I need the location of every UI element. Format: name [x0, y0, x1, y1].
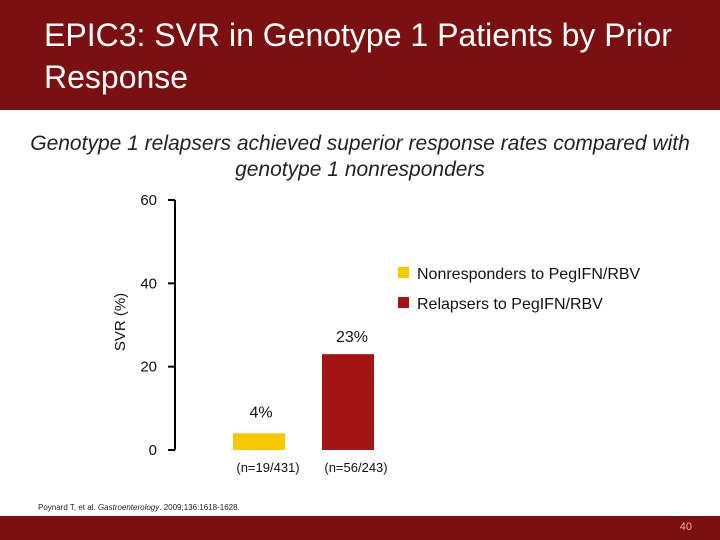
citation-rest: . 2009;136:1618-1628.: [159, 503, 240, 512]
citation: Poynard T, et al. Gastroenterology. 2009…: [38, 503, 240, 512]
legend-swatch: [398, 297, 409, 308]
citation-journal: Gastroenterology: [97, 503, 160, 512]
citation-authors: Poynard T, et al.: [38, 503, 98, 512]
bar-value-label: 4%: [249, 404, 272, 421]
page-number: 40: [679, 521, 692, 533]
slide-body: [0, 110, 720, 540]
y-tick-label: 60: [140, 192, 157, 209]
slide-subtitle: Genotype 1 relapsers achieved superior r…: [30, 132, 690, 181]
y-tick-label: 40: [140, 275, 157, 292]
y-tick-label: 20: [140, 359, 157, 376]
bar-n-label: (n=19/431): [236, 460, 299, 475]
legend-label: Relapsers to PegIFN/RBV: [417, 296, 603, 313]
slide-title: EPIC3: SVR in Genotype 1 Patients by Pri…: [44, 17, 672, 95]
bar: [233, 433, 285, 450]
bar-value-label: 23%: [336, 329, 368, 346]
slide-footer: 40: [0, 516, 720, 540]
y-tick-label: 0: [149, 442, 157, 459]
legend-swatch: [398, 267, 409, 278]
legend-label: Nonresponders to PegIFN/RBV: [417, 266, 641, 283]
bar-n-label: (n=56/243): [324, 460, 387, 475]
slide-header: EPIC3: SVR in Genotype 1 Patients by Pri…: [0, 0, 720, 110]
bar: [322, 354, 374, 450]
